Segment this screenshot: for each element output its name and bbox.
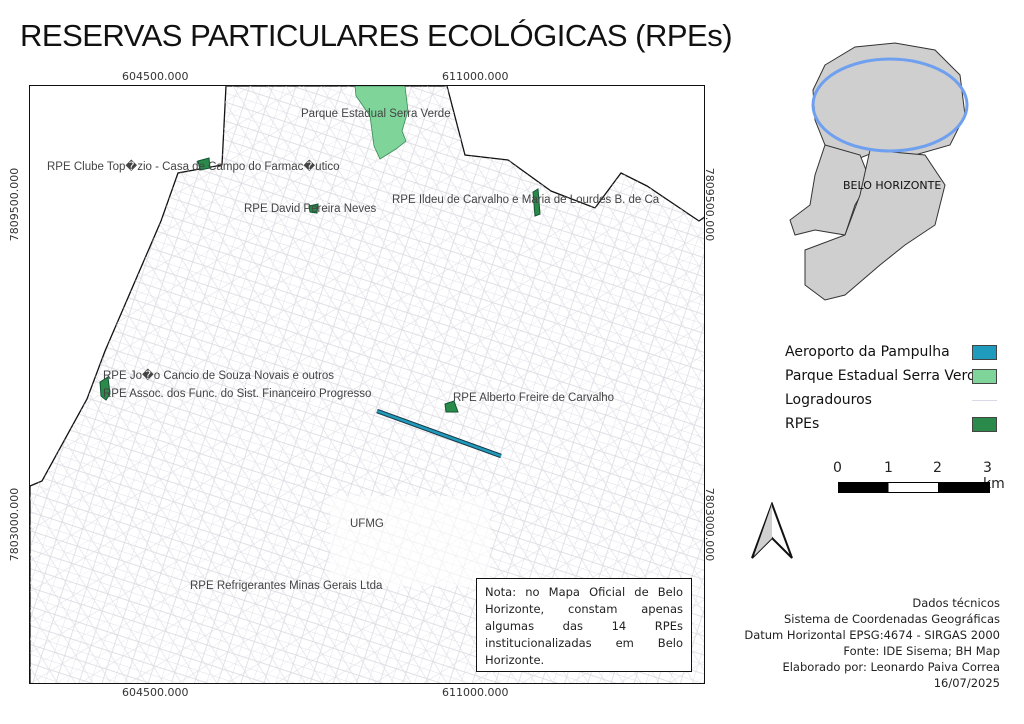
legend-swatch	[972, 416, 997, 432]
note-box: Nota: no Mapa Oficial de Belo Horizonte,…	[476, 578, 692, 672]
map-canvas	[30, 86, 704, 683]
label-parque: Parque Estadual Serra Verde	[301, 108, 451, 120]
coord-y-right-bottom: 7803000.000	[703, 487, 717, 562]
label-rpe-refrigerantes: RPE Refrigerantes Minas Gerais Ltda	[190, 580, 383, 592]
rpe-david	[308, 203, 319, 214]
label-rpe-assoc: RPE Assoc. dos Func. do Sist. Financeiro…	[103, 388, 372, 400]
legend-item-aeroporto: Aeroporto da Pampulha	[785, 340, 1024, 364]
rpe-joao	[99, 376, 111, 401]
map-title: RESERVAS PARTICULARES ECOLÓGICAS (RPEs)	[20, 18, 733, 53]
rpe-topazio	[197, 157, 211, 171]
legend-item-rpes: RPEs	[785, 412, 1024, 436]
legend-swatch	[972, 368, 997, 384]
rpe-ildeu	[532, 188, 541, 217]
coord-x-top-left: 604500.000	[122, 70, 189, 83]
coord-y-left-top: 7809500.000	[8, 167, 22, 242]
rpe-alberto	[444, 400, 459, 413]
technical-data: Dados técnicos Sistema de Coordenadas Ge…	[744, 596, 1000, 690]
label-rpe-david: RPE David Pereira Neves	[244, 203, 377, 215]
label-rpe-joao: RPE Jo�o Cancio de Souza Novais e outros	[103, 370, 335, 382]
coord-x-top-right: 611000.000	[442, 70, 509, 83]
legend-item-parque: Parque Estadual Serra Verde	[785, 364, 1024, 388]
legend-swatch	[972, 399, 997, 401]
main-map[interactable]: Parque Estadual Serra Verde RPE Clube To…	[29, 85, 705, 684]
label-rpe-alberto: RPE Alberto Freire de Carvalho	[453, 392, 615, 404]
legend-swatch	[972, 344, 997, 360]
coord-x-bottom-left: 604500.000	[122, 686, 189, 699]
coord-x-bottom-right: 611000.000	[442, 686, 509, 699]
coord-y-right-top: 7809500.000	[703, 167, 717, 242]
inset-map: BELO HORIZONTE	[789, 42, 969, 301]
inset-label: BELO HORIZONTE	[843, 179, 941, 192]
coord-y-left-bottom: 7803000.000	[8, 487, 22, 562]
legend-item-logradouros: Logradouros	[785, 388, 1024, 412]
label-ufmg: UFMG	[350, 518, 384, 530]
parque-serra-verde	[354, 86, 409, 160]
label-rpe-topazio: RPE Clube Top�zio - Casa de Campo do Far…	[47, 161, 340, 173]
legend: Aeroporto da Pampulha Parque Estadual Se…	[785, 340, 1024, 436]
scale-bar: 0 1 2 3 km	[833, 460, 1005, 493]
north-arrow-icon	[751, 502, 793, 559]
label-rpe-ildeu: RPE Ildeu de Carvalho e Maria de Lourdes…	[392, 194, 660, 206]
